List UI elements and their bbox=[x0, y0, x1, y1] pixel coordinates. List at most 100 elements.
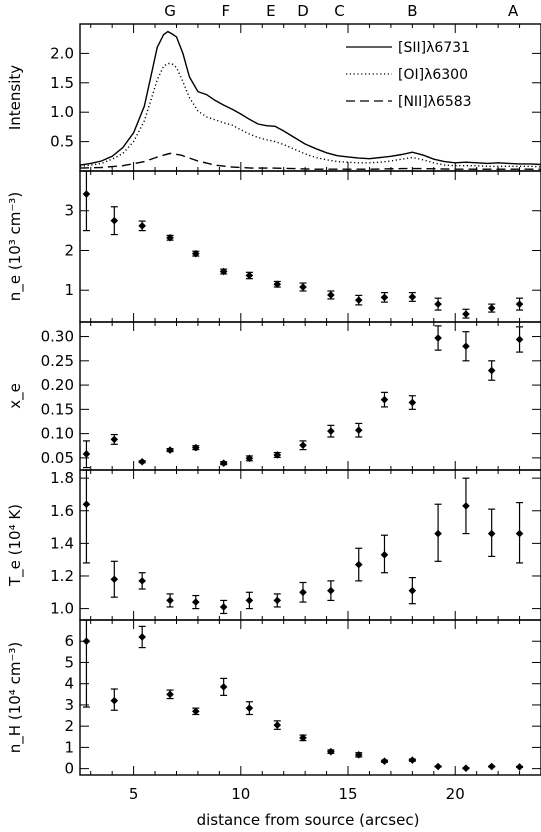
panel-te: 1.0 1.2 1.4 1.6 1.8 T_e (10⁴ K) bbox=[6, 469, 541, 621]
panel-xe: 0.05 0.10 0.15 0.20 0.25 0.30 x_e bbox=[6, 321, 541, 471]
y-tick-label: 5 bbox=[64, 653, 74, 671]
y-tick-label: 0.15 bbox=[41, 400, 74, 418]
data-point bbox=[380, 293, 389, 302]
data-point bbox=[327, 291, 335, 299]
y-tick-label: 1.5 bbox=[50, 74, 74, 92]
panel-intensity: 0.5 1.0 1.5 2.0 Intensity bbox=[6, 23, 541, 172]
data-point bbox=[462, 342, 470, 351]
data-point bbox=[354, 560, 363, 569]
y-tick-label: 1.0 bbox=[50, 103, 74, 121]
data-point bbox=[462, 310, 470, 318]
data-point bbox=[191, 249, 200, 258]
data-point bbox=[408, 756, 417, 764]
data-point bbox=[462, 764, 470, 773]
data-point bbox=[82, 450, 91, 458]
data-point bbox=[299, 588, 307, 597]
data-point bbox=[138, 577, 146, 585]
series-line-dotted bbox=[79, 62, 541, 168]
data-point bbox=[273, 451, 282, 459]
data-point bbox=[434, 300, 442, 308]
y-tick-label: 2.0 bbox=[50, 44, 74, 62]
y-tick-label: 0.05 bbox=[41, 449, 74, 467]
data-point bbox=[138, 457, 146, 466]
data-point bbox=[110, 696, 119, 705]
data-point bbox=[487, 366, 496, 375]
data-point bbox=[166, 233, 174, 242]
data-point bbox=[434, 762, 442, 771]
y-axis-title: x_e bbox=[6, 383, 25, 409]
data-point bbox=[380, 395, 389, 404]
data-point bbox=[299, 283, 307, 291]
data-point bbox=[515, 300, 524, 308]
data-point bbox=[166, 596, 174, 605]
data-point bbox=[408, 293, 417, 301]
y-tick-label: 3 bbox=[64, 696, 74, 714]
data-point bbox=[138, 633, 146, 641]
data-point bbox=[245, 596, 254, 605]
panel-nh: 0 1 2 3 4 5 6 n_H (10⁴ cm⁻³) bbox=[6, 619, 541, 778]
knot-label: D bbox=[297, 2, 309, 20]
panel-frame bbox=[79, 619, 541, 776]
knot-label: B bbox=[407, 2, 417, 20]
data-point bbox=[273, 596, 282, 605]
data-point bbox=[219, 683, 228, 691]
y-axis-title: n_H (10⁴ cm⁻³) bbox=[6, 642, 25, 753]
data-point bbox=[82, 500, 91, 509]
data-point bbox=[434, 529, 442, 538]
data-point bbox=[110, 575, 119, 584]
data-point bbox=[408, 586, 417, 595]
data-point bbox=[191, 598, 200, 606]
panel-frame bbox=[79, 469, 541, 621]
y-tick-label: 3 bbox=[64, 202, 74, 220]
legend: [SII]λ6731 [OI]λ6300 [NII]λ6583 bbox=[346, 40, 472, 110]
data-point bbox=[110, 435, 119, 444]
y-tick-label: 0.30 bbox=[41, 328, 74, 346]
data-point bbox=[434, 334, 442, 342]
panel-frame bbox=[79, 170, 541, 323]
knot-label: A bbox=[508, 2, 519, 20]
panel-frame bbox=[79, 23, 541, 172]
data-point bbox=[191, 707, 200, 716]
y-tick-label: 0 bbox=[64, 760, 74, 778]
y-tick-label: 2 bbox=[64, 717, 74, 735]
data-point bbox=[82, 190, 91, 198]
y-tick-label: 1.0 bbox=[50, 600, 74, 618]
data-point bbox=[191, 443, 200, 452]
y-tick-label: 2 bbox=[64, 241, 74, 259]
y-tick-label: 0.10 bbox=[41, 425, 74, 443]
data-point bbox=[515, 335, 524, 344]
data-point bbox=[166, 690, 174, 699]
data-point bbox=[354, 296, 363, 304]
data-point bbox=[487, 762, 496, 771]
data-point bbox=[219, 459, 228, 468]
knot-label: F bbox=[221, 2, 230, 20]
x-tick-label: 20 bbox=[446, 785, 465, 803]
data-point bbox=[354, 426, 363, 435]
data-point bbox=[299, 734, 307, 742]
y-tick-label: 1.4 bbox=[50, 534, 74, 552]
data-point bbox=[245, 271, 254, 280]
panel-ne: 1 2 3 n_e (10³ cm⁻³) bbox=[6, 170, 541, 323]
y-tick-label: 1.6 bbox=[50, 502, 74, 520]
y-tick-label: 0.25 bbox=[41, 352, 74, 370]
panel-frame bbox=[79, 321, 541, 471]
y-tick-label: 0.5 bbox=[50, 133, 74, 151]
data-point bbox=[462, 502, 470, 510]
y-tick-label: 6 bbox=[64, 632, 74, 650]
series-line-solid bbox=[79, 30, 541, 166]
data-point bbox=[245, 704, 254, 712]
x-tick-label: 15 bbox=[338, 785, 357, 803]
data-point bbox=[219, 603, 228, 611]
y-tick-label: 0.20 bbox=[41, 376, 74, 394]
data-point bbox=[327, 586, 335, 595]
x-tick-labels: 5 10 15 20 bbox=[129, 785, 465, 803]
knot-label: G bbox=[164, 2, 176, 20]
y-tick-label: 4 bbox=[64, 675, 74, 693]
y-tick-label: 1.2 bbox=[50, 567, 74, 585]
series-line-dashed bbox=[79, 152, 541, 170]
data-point bbox=[487, 304, 496, 312]
data-point bbox=[380, 550, 389, 559]
data-point bbox=[408, 398, 417, 407]
